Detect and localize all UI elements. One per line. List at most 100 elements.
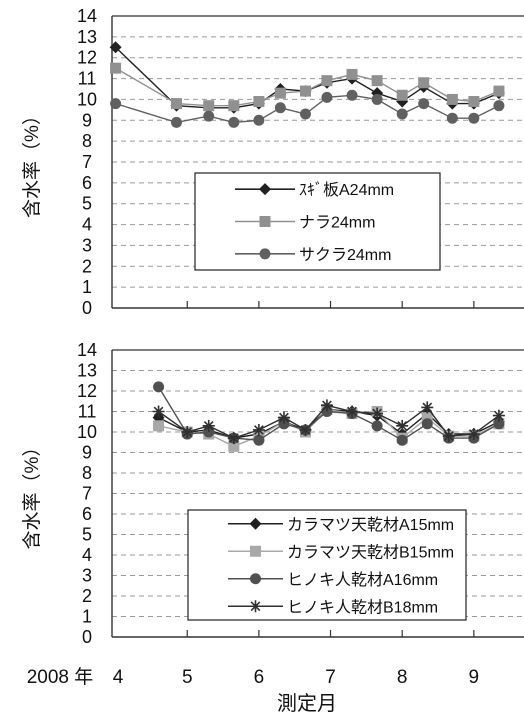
y-tick-label: 11 bbox=[78, 69, 97, 89]
y-axis-label: 含水率（%） bbox=[21, 438, 43, 550]
y-tick-label: 7 bbox=[82, 152, 92, 172]
y-tick-label: 7 bbox=[82, 484, 92, 504]
data-point bbox=[468, 112, 480, 124]
data-point bbox=[321, 91, 333, 103]
data-point bbox=[493, 85, 505, 97]
data-point bbox=[228, 116, 240, 128]
data-point bbox=[253, 114, 265, 126]
data-point bbox=[418, 77, 430, 89]
x-tick-label: 9 bbox=[469, 667, 480, 688]
y-tick-label: 1 bbox=[82, 607, 92, 627]
y-tick-label: 14 bbox=[77, 340, 97, 360]
data-point bbox=[299, 108, 311, 120]
x-tick-label: 6 bbox=[254, 667, 265, 688]
data-point bbox=[228, 440, 240, 452]
data-point bbox=[492, 409, 505, 422]
legend-marker bbox=[249, 600, 262, 613]
y-tick-label: 0 bbox=[82, 298, 92, 318]
data-point bbox=[227, 432, 240, 445]
legend-marker bbox=[259, 216, 271, 227]
y-tick-label: 4 bbox=[82, 215, 92, 235]
x-tick-prefix: 2008 年 bbox=[27, 666, 94, 688]
legend-box bbox=[187, 509, 467, 621]
data-point bbox=[421, 412, 433, 424]
y-tick-label: 6 bbox=[82, 504, 92, 524]
legend-marker bbox=[259, 248, 271, 260]
y-tick-label: 10 bbox=[77, 422, 97, 442]
x-axis-label: 測定月 bbox=[277, 692, 337, 714]
data-point bbox=[467, 428, 480, 441]
y-tick-label: 4 bbox=[82, 545, 92, 565]
y-tick-label: 11 bbox=[78, 402, 97, 422]
legend-marker bbox=[259, 183, 271, 196]
data-point bbox=[277, 411, 290, 424]
data-point bbox=[446, 93, 458, 105]
data-point bbox=[299, 85, 311, 97]
data-point bbox=[396, 434, 408, 446]
y-tick-label: 8 bbox=[82, 463, 92, 483]
data-point bbox=[253, 96, 265, 108]
data-point bbox=[299, 423, 312, 436]
y-tick-label: 10 bbox=[77, 89, 97, 109]
data-point bbox=[446, 112, 458, 124]
data-point bbox=[202, 419, 215, 432]
data-point bbox=[371, 75, 383, 87]
data-point bbox=[321, 75, 333, 87]
x-tick-label: 8 bbox=[397, 667, 408, 688]
data-point bbox=[421, 401, 434, 414]
legend-label: ｽｷﾞ板A24mm bbox=[299, 181, 394, 199]
data-point bbox=[170, 98, 182, 110]
y-tick-label: 5 bbox=[82, 525, 92, 545]
y-tick-label: 13 bbox=[77, 27, 97, 47]
data-point bbox=[418, 98, 430, 110]
x-tick-label: 4 bbox=[113, 667, 124, 688]
data-point bbox=[253, 434, 265, 446]
data-point bbox=[493, 418, 505, 430]
y-tick-label: 3 bbox=[82, 566, 92, 586]
data-point bbox=[468, 96, 480, 108]
data-point bbox=[346, 89, 358, 101]
data-point bbox=[153, 420, 165, 432]
data-point bbox=[346, 405, 359, 418]
data-point bbox=[152, 405, 165, 418]
y-tick-label: 12 bbox=[77, 48, 97, 68]
data-point bbox=[252, 423, 265, 436]
data-point bbox=[493, 100, 505, 112]
data-point bbox=[203, 100, 215, 112]
data-point bbox=[153, 381, 165, 393]
data-point bbox=[203, 110, 215, 122]
legend: カラマツ天乾材A15mm カラマツ天乾材B15mm ヒノキ人乾材A16mm ヒノキ人乾… bbox=[187, 509, 467, 621]
data-point bbox=[396, 108, 408, 120]
legend-label: カラマツ天乾材B15mm bbox=[287, 543, 454, 561]
data-point bbox=[421, 418, 433, 430]
data-point bbox=[396, 89, 408, 101]
legend-label: サクラ24mm bbox=[299, 246, 391, 264]
data-point bbox=[371, 407, 384, 420]
legend-label: カラマツ天乾材A15mm bbox=[287, 516, 454, 534]
legend-label: ナラ24mm bbox=[299, 215, 375, 232]
y-tick-label: 8 bbox=[82, 131, 92, 151]
x-tick-label: 7 bbox=[325, 667, 336, 688]
data-point bbox=[371, 93, 383, 105]
data-point bbox=[371, 420, 383, 432]
legend-marker bbox=[250, 573, 261, 585]
data-point bbox=[442, 430, 455, 443]
data-point bbox=[346, 68, 358, 80]
data-point bbox=[228, 100, 240, 112]
data-point bbox=[320, 399, 333, 412]
y-tick-label: 3 bbox=[82, 235, 92, 255]
x-tick-label: 5 bbox=[182, 667, 193, 688]
y-tick-label: 9 bbox=[82, 110, 92, 130]
y-tick-label: 12 bbox=[77, 381, 97, 401]
y-tick-label: 13 bbox=[77, 361, 97, 381]
legend: ｽｷﾞ板A24mm ナラ24mm サクラ24mm bbox=[194, 172, 441, 271]
data-point bbox=[109, 41, 122, 54]
y-tick-label: 14 bbox=[77, 6, 97, 26]
y-tick-label: 0 bbox=[82, 627, 92, 647]
y-axis-label: 含水率（%） bbox=[21, 106, 43, 218]
data-point bbox=[274, 87, 286, 99]
legend-label: ヒノキ人乾材A16mm bbox=[287, 571, 438, 589]
data-point bbox=[274, 102, 286, 114]
